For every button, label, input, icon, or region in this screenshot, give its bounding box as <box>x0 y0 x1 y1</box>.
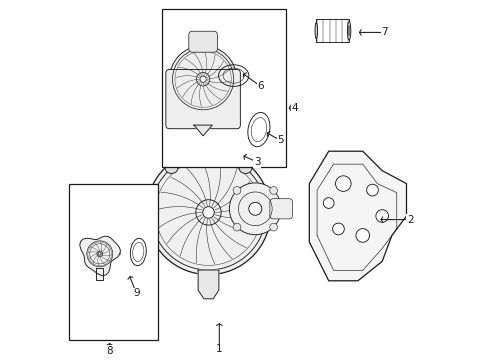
Circle shape <box>98 252 101 255</box>
Polygon shape <box>198 270 219 299</box>
Circle shape <box>269 186 277 194</box>
Circle shape <box>233 186 241 194</box>
Text: 6: 6 <box>257 81 264 91</box>
Polygon shape <box>179 138 237 161</box>
Circle shape <box>229 183 281 235</box>
Circle shape <box>200 76 206 82</box>
Text: 1: 1 <box>216 344 222 354</box>
Bar <box>69 184 158 340</box>
Circle shape <box>248 202 261 215</box>
Circle shape <box>355 229 369 242</box>
Polygon shape <box>96 269 103 279</box>
Text: 4: 4 <box>291 103 298 113</box>
FancyBboxPatch shape <box>165 69 240 129</box>
FancyBboxPatch shape <box>188 31 217 52</box>
Ellipse shape <box>239 163 251 174</box>
Bar <box>316 19 348 42</box>
Text: 9: 9 <box>133 288 140 298</box>
FancyBboxPatch shape <box>269 199 292 219</box>
Circle shape <box>169 45 236 113</box>
Ellipse shape <box>165 163 178 174</box>
Circle shape <box>146 150 270 275</box>
Text: 3: 3 <box>253 157 260 167</box>
Polygon shape <box>194 125 212 136</box>
Bar <box>162 9 285 167</box>
Polygon shape <box>80 236 120 276</box>
Circle shape <box>269 223 277 231</box>
Text: 2: 2 <box>406 215 412 225</box>
Text: 8: 8 <box>106 346 113 356</box>
Ellipse shape <box>347 26 349 36</box>
Circle shape <box>323 198 333 208</box>
Circle shape <box>366 184 378 196</box>
Circle shape <box>375 210 388 222</box>
Circle shape <box>332 223 344 235</box>
Text: 7: 7 <box>381 27 387 37</box>
Polygon shape <box>309 151 406 281</box>
Circle shape <box>233 223 241 231</box>
Circle shape <box>335 176 350 192</box>
Ellipse shape <box>314 23 317 39</box>
Text: 5: 5 <box>277 135 283 145</box>
Circle shape <box>203 207 214 218</box>
Ellipse shape <box>346 21 350 40</box>
